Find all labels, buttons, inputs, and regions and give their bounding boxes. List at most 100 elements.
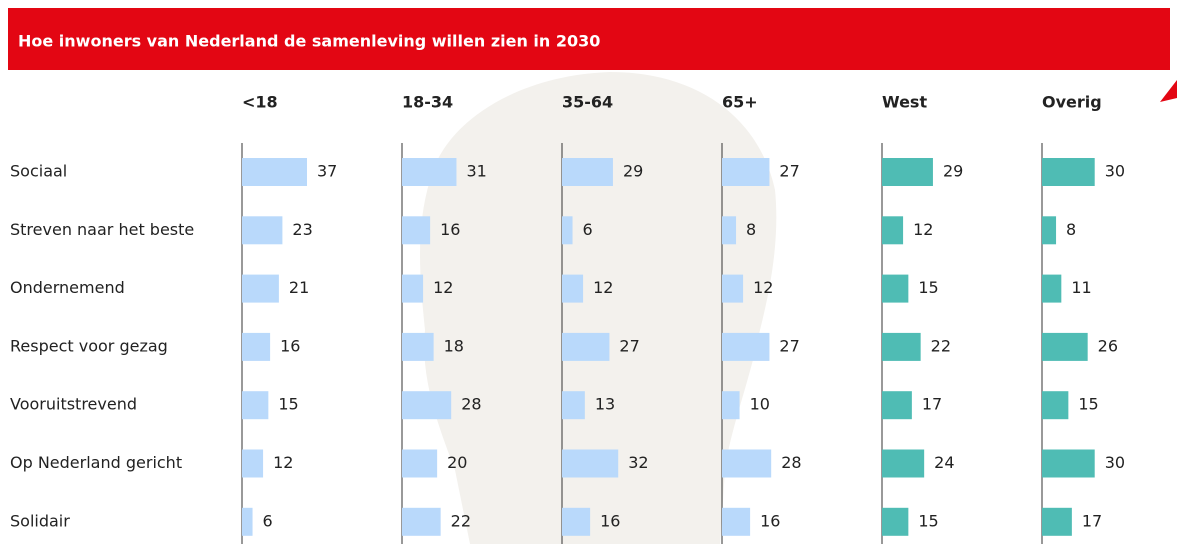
bar	[1042, 158, 1095, 186]
column-header: Overig	[1042, 93, 1102, 112]
value-label: 27	[779, 336, 799, 355]
value-label: 28	[461, 395, 481, 414]
row-label: Ondernemend	[10, 278, 125, 297]
column-header: 35-64	[562, 93, 613, 112]
bar	[562, 158, 613, 186]
bar	[722, 450, 771, 478]
bar	[242, 391, 268, 419]
value-label: 16	[760, 511, 780, 530]
value-label: 23	[292, 220, 312, 239]
value-label: 16	[600, 511, 620, 530]
bar	[562, 275, 583, 303]
value-label: 15	[918, 278, 938, 297]
bar	[882, 391, 912, 419]
value-label: 29	[623, 162, 643, 181]
chart-title: Hoe inwoners van Nederland de samenlevin…	[18, 32, 600, 51]
bar	[402, 275, 423, 303]
bar	[722, 508, 750, 536]
value-label: 17	[922, 395, 942, 414]
value-label: 22	[931, 336, 951, 355]
bar	[402, 158, 456, 186]
bar	[242, 508, 253, 536]
value-label: 8	[1066, 220, 1076, 239]
value-label: 13	[595, 395, 615, 414]
bar	[1042, 275, 1061, 303]
bar	[882, 275, 908, 303]
bar	[402, 216, 430, 244]
bar	[242, 333, 270, 361]
value-label: 12	[273, 453, 293, 472]
value-label: 27	[619, 336, 639, 355]
bar	[722, 158, 769, 186]
column-header: 65+	[722, 93, 758, 112]
value-label: 12	[433, 278, 453, 297]
bar	[882, 450, 924, 478]
column-header: <18	[242, 93, 278, 112]
bar	[402, 391, 451, 419]
bar	[882, 158, 933, 186]
value-label: 15	[278, 395, 298, 414]
value-label: 11	[1071, 278, 1091, 297]
value-label: 12	[753, 278, 773, 297]
value-label: 31	[466, 162, 486, 181]
bar	[882, 333, 921, 361]
row-label: Streven naar het beste	[10, 220, 194, 239]
value-label: 10	[750, 395, 770, 414]
chart: Hoe inwoners van Nederland de samenlevin…	[0, 0, 1177, 544]
bar	[882, 508, 908, 536]
value-label: 32	[628, 453, 648, 472]
row-label: Solidair	[10, 511, 70, 530]
bar	[402, 333, 434, 361]
row-label: Respect voor gezag	[10, 336, 168, 355]
value-label: 16	[280, 336, 300, 355]
value-label: 37	[317, 162, 337, 181]
row-label: Sociaal	[10, 162, 67, 181]
bar	[1042, 391, 1068, 419]
bar	[722, 333, 769, 361]
bar	[402, 508, 441, 536]
column-header: West	[882, 93, 927, 112]
value-label: 15	[918, 511, 938, 530]
value-label: 16	[440, 220, 460, 239]
value-label: 18	[444, 336, 464, 355]
value-label: 27	[779, 162, 799, 181]
bar	[1042, 333, 1088, 361]
bar	[562, 450, 618, 478]
bar	[562, 391, 585, 419]
bar	[722, 391, 740, 419]
value-label: 24	[934, 453, 954, 472]
bar	[242, 450, 263, 478]
value-label: 12	[593, 278, 613, 297]
bar	[722, 216, 736, 244]
value-label: 8	[746, 220, 756, 239]
row-label: Vooruitstrevend	[10, 395, 137, 414]
bar	[1042, 508, 1072, 536]
corner-mark	[1160, 80, 1177, 102]
bar	[882, 216, 903, 244]
bar	[242, 158, 307, 186]
value-label: 29	[943, 162, 963, 181]
bar	[242, 216, 282, 244]
bar	[1042, 450, 1095, 478]
value-label: 12	[913, 220, 933, 239]
value-label: 28	[781, 453, 801, 472]
row-label: Op Nederland gericht	[10, 453, 182, 472]
value-label: 26	[1098, 336, 1118, 355]
value-label: 22	[451, 511, 471, 530]
bar	[242, 275, 279, 303]
value-label: 30	[1105, 453, 1125, 472]
value-label: 21	[289, 278, 309, 297]
bar	[562, 508, 590, 536]
value-label: 6	[263, 511, 273, 530]
value-label: 6	[583, 220, 593, 239]
bar	[722, 275, 743, 303]
column-header: 18-34	[402, 93, 453, 112]
bar	[402, 450, 437, 478]
value-label: 15	[1078, 395, 1098, 414]
value-label: 17	[1082, 511, 1102, 530]
bar	[1042, 216, 1056, 244]
value-label: 20	[447, 453, 467, 472]
value-label: 30	[1105, 162, 1125, 181]
bar	[562, 333, 609, 361]
bar	[562, 216, 573, 244]
